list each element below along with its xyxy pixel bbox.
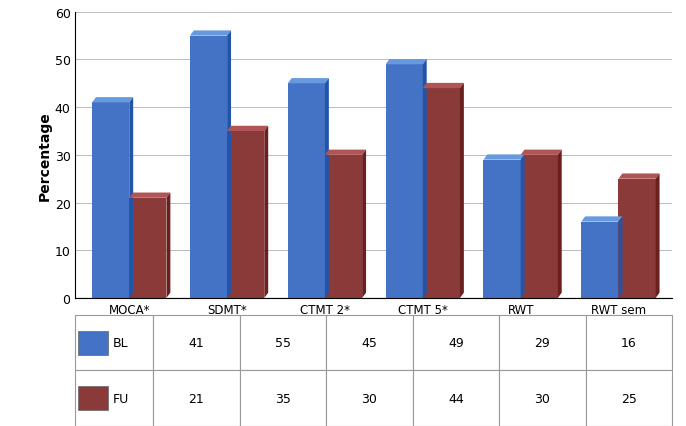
- Text: 41: 41: [189, 337, 204, 349]
- Bar: [325, 155, 362, 298]
- Polygon shape: [227, 127, 268, 132]
- Polygon shape: [484, 155, 525, 160]
- Bar: [75, 371, 153, 426]
- Polygon shape: [227, 32, 231, 298]
- Polygon shape: [325, 79, 329, 298]
- Bar: [413, 371, 499, 426]
- Polygon shape: [386, 60, 427, 65]
- Polygon shape: [581, 217, 622, 222]
- Bar: [499, 315, 586, 371]
- Bar: [153, 371, 239, 426]
- Bar: [326, 315, 413, 371]
- Text: 30: 30: [534, 392, 550, 405]
- Polygon shape: [619, 174, 659, 179]
- Bar: [581, 222, 619, 298]
- Bar: [75, 315, 153, 371]
- Y-axis label: Percentage: Percentage: [38, 111, 52, 200]
- Bar: [586, 315, 672, 371]
- Text: BL: BL: [113, 337, 128, 349]
- Bar: [78, 386, 108, 411]
- Bar: [326, 371, 413, 426]
- Text: 55: 55: [275, 337, 291, 349]
- Text: 29: 29: [534, 337, 550, 349]
- Bar: [484, 160, 521, 298]
- Polygon shape: [521, 150, 562, 155]
- Bar: [413, 315, 499, 371]
- Bar: [129, 199, 167, 298]
- Polygon shape: [656, 174, 659, 298]
- Bar: [239, 371, 326, 426]
- Bar: [423, 89, 460, 298]
- Bar: [586, 371, 672, 426]
- Bar: [92, 103, 129, 298]
- Text: 45: 45: [362, 337, 377, 349]
- Polygon shape: [460, 83, 464, 298]
- Bar: [499, 371, 586, 426]
- Polygon shape: [362, 150, 366, 298]
- Text: 16: 16: [621, 337, 637, 349]
- Polygon shape: [190, 32, 231, 37]
- Bar: [386, 65, 423, 298]
- Polygon shape: [558, 150, 562, 298]
- Polygon shape: [129, 193, 170, 199]
- Polygon shape: [325, 150, 366, 155]
- Bar: [227, 132, 264, 298]
- Polygon shape: [167, 193, 170, 298]
- Bar: [78, 331, 108, 355]
- Polygon shape: [129, 98, 133, 298]
- Text: 25: 25: [621, 392, 637, 405]
- Bar: [287, 84, 325, 298]
- Polygon shape: [287, 79, 329, 84]
- Polygon shape: [423, 83, 464, 89]
- Text: FU: FU: [113, 392, 129, 405]
- Polygon shape: [619, 217, 622, 298]
- Text: 44: 44: [448, 392, 464, 405]
- Polygon shape: [92, 98, 133, 103]
- Bar: [153, 315, 239, 371]
- Text: 30: 30: [362, 392, 377, 405]
- Bar: [521, 155, 558, 298]
- Polygon shape: [521, 155, 525, 298]
- Text: 21: 21: [189, 392, 204, 405]
- Text: 35: 35: [275, 392, 291, 405]
- Bar: [190, 37, 227, 298]
- Bar: [619, 179, 656, 298]
- Polygon shape: [264, 127, 268, 298]
- Bar: [239, 315, 326, 371]
- Polygon shape: [423, 60, 427, 298]
- Text: 49: 49: [448, 337, 464, 349]
